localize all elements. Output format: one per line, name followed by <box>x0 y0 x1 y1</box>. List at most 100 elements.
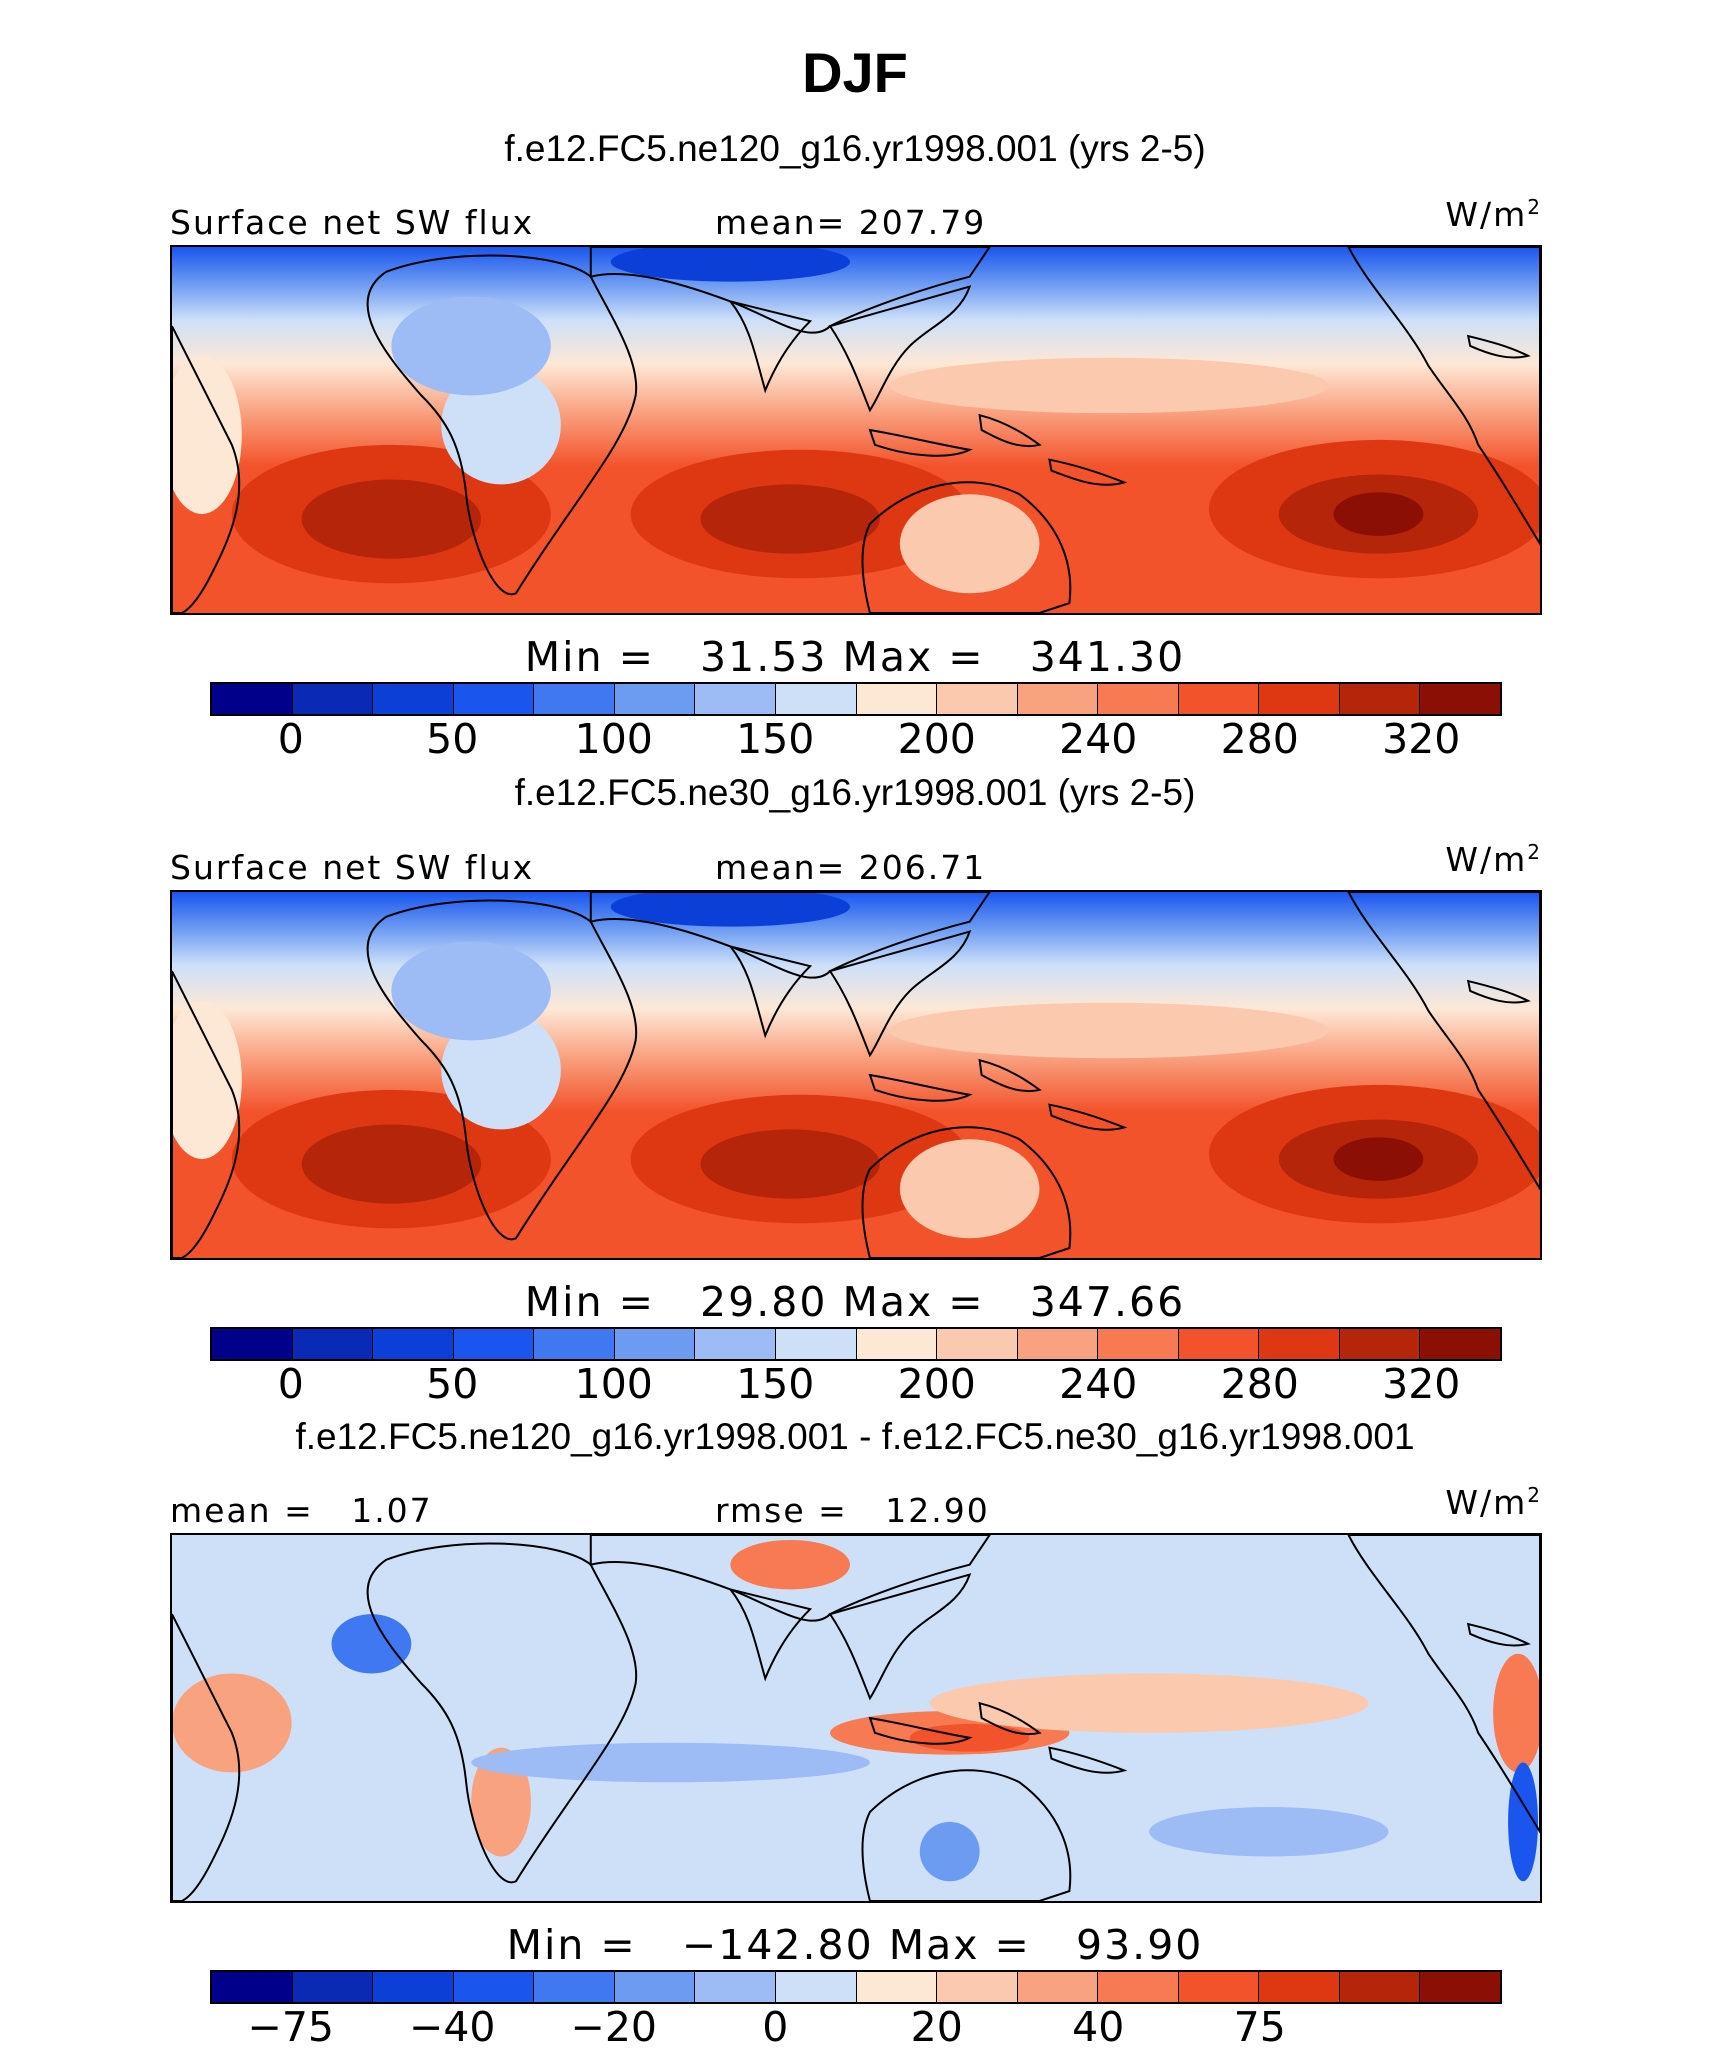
units-superscript: 2 <box>1527 195 1542 219</box>
field-contour-6 <box>1333 492 1424 536</box>
min-label: Min <box>506 1921 586 1969</box>
colorbar-segment-8 <box>856 1972 938 2002</box>
panel-3-left-label: mean = 1.07 <box>170 1491 433 1530</box>
panel-3-title: f.e12.FC5.ne120_g16.yr1998.001 - f.e12.F… <box>295 1416 1415 1457</box>
field-contour-6 <box>1333 1137 1424 1181</box>
colorbar-tick-label: 240 <box>1059 1360 1138 1408</box>
coastline-6 <box>1048 458 1128 486</box>
colorbar-segment-10 <box>1017 684 1099 714</box>
colorbar-segment-2 <box>373 1329 454 1359</box>
panel-3-minmax: Min = −142.80 Max = 93.90 <box>0 1921 1710 1969</box>
panel-1-field <box>172 247 1540 613</box>
panel-3-center-label: rmse = 12.90 <box>715 1491 990 1530</box>
panel-3-map <box>170 1533 1542 1903</box>
colorbar-segment-13 <box>1259 1329 1340 1359</box>
max-label: Max <box>842 633 934 681</box>
panel-2-map <box>170 890 1542 1260</box>
main-title: DJF <box>802 41 908 104</box>
field-contour-10 <box>899 494 1040 594</box>
panel-1-colorbar <box>210 682 1502 716</box>
colorbar-tick-label: 200 <box>897 1360 976 1408</box>
panel-1-colorbar-ticks: 0 50 100 150 200 240 280 320 <box>210 715 1502 765</box>
coastline-9 <box>1347 1535 1540 1834</box>
coastline-7 <box>861 1769 1072 1901</box>
panel-1-minmax: Min = 31.53 Max = 341.30 <box>0 633 1710 681</box>
panel-2-center-label: mean= 206.71 <box>715 848 987 887</box>
colorbar-segment-1 <box>292 1972 374 2002</box>
field-contour-12 <box>610 247 850 282</box>
colorbar-tick-label: 320 <box>1382 1360 1461 1408</box>
coastline-7 <box>861 481 1072 613</box>
colorbar-segment-1 <box>292 684 374 714</box>
coastlines <box>172 247 1540 613</box>
colorbar-segment-15 <box>1420 684 1500 714</box>
colorbar-segment-0 <box>212 684 293 714</box>
colorbar-segment-9 <box>937 684 1018 714</box>
colorbar-segment-13 <box>1259 684 1340 714</box>
coastline-0 <box>366 899 638 1241</box>
eq: = <box>933 1278 1000 1326</box>
max-value: 347.66 <box>999 1278 1186 1326</box>
field-contour-9 <box>889 357 1329 414</box>
coastline-10 <box>1466 1622 1531 1647</box>
coastline-2 <box>727 299 813 394</box>
colorbar-segment-9 <box>937 1329 1018 1359</box>
max-label: Max <box>842 1278 934 1326</box>
min-value: 31.53 <box>669 633 843 681</box>
colorbar-segment-10 <box>1017 1329 1099 1359</box>
panel-1-units: W/m2 <box>1445 195 1542 234</box>
colorbar-tick-label: 100 <box>574 715 653 763</box>
units-superscript: 2 <box>1527 1483 1542 1507</box>
field-contour-9 <box>889 1002 1329 1059</box>
min-label: Min <box>524 1278 604 1326</box>
coastline-7 <box>861 1126 1072 1258</box>
min-label: Min <box>524 633 604 681</box>
field-contour-9 <box>929 1673 1369 1733</box>
colorbar-segment-6 <box>695 1972 776 2002</box>
field-contour-10 <box>899 1139 1040 1239</box>
field-contour-11 <box>172 1000 242 1160</box>
panel-2-minmax: Min = 29.80 Max = 347.66 <box>0 1278 1710 1326</box>
field-contour-3 <box>700 484 880 554</box>
units-text: W/m <box>1445 840 1528 879</box>
colorbar-tick-label: 200 <box>897 715 976 763</box>
colorbar-segment-0 <box>212 1329 293 1359</box>
colorbar-segment-11 <box>1098 684 1179 714</box>
panel-2-colorbar-ticks: 0 50 100 150 200 240 280 320 <box>210 1360 1502 1410</box>
colorbar-segment-2 <box>373 684 454 714</box>
coastline-6 <box>1048 1103 1128 1131</box>
max-value: 341.30 <box>999 633 1186 681</box>
panel-2-field <box>172 892 1540 1258</box>
panel-3-colorbar <box>210 1970 1502 2004</box>
colorbar-tick-label: 75 <box>1233 2003 1286 2051</box>
coastline-3 <box>828 285 972 413</box>
coastline-2 <box>727 944 813 1039</box>
coastline-10 <box>1466 334 1531 359</box>
field-contour-3 <box>700 1129 880 1199</box>
field-contour-0 <box>730 1539 851 1590</box>
panel-2-title: f.e12.FC5.ne30_g16.yr1998.001 (yrs 2-5) <box>514 772 1196 813</box>
colorbar-segment-3 <box>453 1972 535 2002</box>
field-contour-10 <box>471 1742 870 1783</box>
eq: = <box>603 1278 670 1326</box>
colorbar-segment-5 <box>614 1972 696 2002</box>
colorbar-segment-15 <box>1420 1329 1500 1359</box>
panel-1-map <box>170 245 1542 615</box>
field-contour-8 <box>391 296 551 396</box>
colorbar-segment-4 <box>534 1329 615 1359</box>
coastline-5 <box>978 1701 1042 1736</box>
field-contour-8 <box>391 941 551 1041</box>
field-contour-7 <box>441 1010 561 1130</box>
colorbar-segment-13 <box>1259 1972 1340 2002</box>
colorbar-segment-11 <box>1098 1972 1179 2002</box>
coastline-9 <box>1347 247 1540 546</box>
colorbar-segment-10 <box>1017 1972 1099 2002</box>
panel-2-left-label: Surface net SW flux <box>170 848 535 887</box>
colorbar-segment-14 <box>1339 684 1421 714</box>
field-contour-6 <box>331 1614 412 1674</box>
colorbar-segment-14 <box>1339 1329 1421 1359</box>
field-contour-1 <box>301 479 482 559</box>
coastline-4 <box>868 428 973 457</box>
eq: = <box>585 1921 652 1969</box>
max-value: 93.90 <box>1045 1921 1204 1969</box>
